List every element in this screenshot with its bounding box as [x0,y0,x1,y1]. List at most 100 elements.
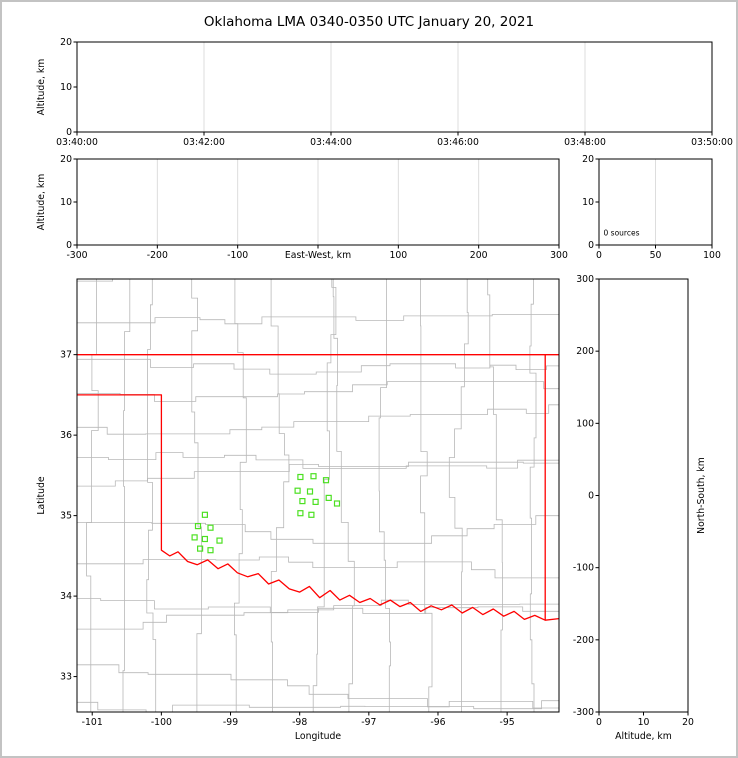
station-marker [297,473,304,481]
y-tick-label: 100 [576,418,594,429]
map-layers [77,279,559,712]
y-tick-label: 34 [60,591,72,602]
x-tick-label: -100 [151,717,172,728]
station-marker [297,510,304,517]
county-line [448,279,469,712]
county-line [378,279,391,712]
x-tick-label: -300 [66,250,87,261]
y-tick-label: -100 [573,563,594,574]
county-line [77,381,559,402]
county-line [234,279,247,712]
x-tick-label: 03:42:00 [183,137,225,148]
station-marker [299,498,306,505]
x-axis-label: Altitude, km [615,731,672,742]
x-tick-label: 03:46:00 [437,137,479,148]
county-line [77,556,559,579]
station-marker [333,500,341,507]
county-line [191,279,202,712]
x-tick-label: -101 [82,717,103,728]
plan-view-map-panel: -101 -100 -99 -98 -97 -96 -95 33 34 35 36 37 Latitud… [36,278,560,742]
station-marker [201,511,208,518]
x-axis-label: Longitude [295,731,342,742]
y-axis-label: Altitude, km [36,174,47,231]
x-tick-label: -200 [147,250,168,261]
station-marker [194,522,202,530]
ew-height-panel: -300 -200 -100 100 200 300 0 10 20 Altitude, km Ea… [36,154,568,261]
x-tick-label: 0 [596,717,602,728]
county-line [122,279,131,712]
y-tick-label: -200 [573,635,594,646]
x-tick-label: -100 [227,250,248,261]
station-marker [191,534,198,541]
state-border-line [77,394,559,621]
y-tick-label: 10 [60,82,72,93]
station-marker [216,537,223,544]
y-tick-label: 35 [60,511,72,522]
county-line [529,279,537,712]
x-tick-label: 100 [389,250,407,261]
y-tick-label: 10 [60,197,72,208]
y-tick-label: 0 [66,240,72,251]
x-tick-label: 20 [682,717,694,728]
county-line [312,279,337,712]
y-tick-label: 20 [60,37,72,48]
y-tick-label: -300 [573,707,594,718]
x-tick-label: 0 [596,250,602,261]
y-tick-label: 0 [588,240,594,251]
county-line [77,599,559,630]
panel-background [77,279,559,712]
x-tick-label: -95 [500,717,515,728]
x-tick-label: 200 [470,250,488,261]
y-tick-label: 36 [60,430,72,441]
county-line [270,279,290,712]
station-marker [312,498,319,505]
x-tick-label: -97 [361,717,376,728]
x-tick-label: 300 [550,250,568,261]
y-axis-label: Altitude, km [36,59,47,116]
figure-title: Oklahoma LMA 0340-0350 UTC January 20, 2… [203,14,535,30]
county-line [77,452,559,469]
lma-stations [191,473,341,554]
station-marker [310,473,317,480]
station-marker [294,487,301,494]
county-boundaries [77,279,559,712]
panel-background [77,42,712,132]
y-tick-label: 37 [60,350,72,361]
x-tick-label: 03:44:00 [310,137,352,148]
y-tick-label: 10 [582,197,594,208]
ns-height-panel: 0 10 20 300 200 100 0 -100 -200 -300 North-South, … [573,274,707,742]
county-line [332,279,355,712]
county-line [77,700,559,712]
county-line [77,664,559,709]
panel-background [599,279,688,712]
x-tick-label: -99 [223,717,238,728]
alt-histogram-panel: 0 sources 0 50 100 0 10 20 [582,154,721,261]
panels-group: 03:40:00 03:42:00 03:44:00 03:46:00 03:48:00… [36,37,733,742]
y-axis-label: Latitude [36,476,47,515]
x-tick-label: 50 [650,250,662,261]
x-tick-label: 03:50:00 [691,137,733,148]
station-marker [308,511,315,518]
panel-border [76,278,560,713]
station-marker [207,524,214,531]
county-line [487,279,503,712]
station-marker [197,545,204,552]
x-tick-label: -96 [430,717,445,728]
x-tick-label: 100 [703,250,721,261]
station-marker [306,488,314,495]
county-line [77,515,559,544]
county-line [420,279,433,712]
station-marker [325,494,332,501]
x-axis-label: East-West, km [285,250,351,261]
x-tick-label: 03:40:00 [56,137,98,148]
sources-count-annotation: 0 sources [604,229,640,238]
y-tick-label: 20 [60,154,72,165]
y-tick-label: 200 [576,346,594,357]
y-tick-label: 0 [588,491,594,502]
station-marker [322,477,330,484]
county-line [77,314,559,325]
y-tick-label: 20 [582,154,594,165]
county-line [77,358,559,375]
